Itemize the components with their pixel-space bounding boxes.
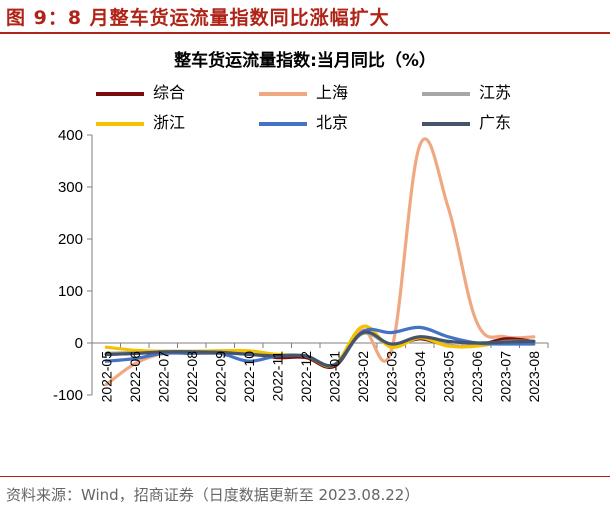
legend-label-beijing: 北京	[316, 113, 349, 132]
y-tick-label: 0	[75, 335, 83, 352]
footer-divider	[0, 476, 610, 477]
x-tick-label: 2023-02	[355, 351, 371, 403]
x-tick-label: 2022-10	[241, 351, 257, 403]
x-tick-label: 2023-03	[383, 351, 399, 403]
legend-swatch-beijing	[259, 122, 307, 126]
legend-swatch-shanghai	[259, 92, 307, 96]
y-tick-label: -100	[53, 387, 83, 404]
x-tick-label: 2023-05	[440, 351, 456, 403]
x-tick-label: 2022-07	[155, 351, 171, 403]
legend-swatch-guangdong	[422, 122, 470, 126]
x-tick-label: 2023-04	[412, 351, 428, 403]
x-tick-label: 2022-05	[98, 351, 114, 403]
series-line-5	[104, 330, 536, 368]
legend-label-jiangsu: 江苏	[479, 83, 512, 102]
x-tick-label: 2022-08	[184, 351, 200, 403]
figure-title: 图 9：8 月整车货运流量指数同比涨幅扩大	[6, 7, 390, 29]
x-tick-label: 2023-01	[326, 351, 342, 403]
y-tick-label: 200	[58, 231, 83, 248]
x-tick-label: 2022-12	[298, 351, 314, 403]
legend-label-shanghai: 上海	[316, 83, 349, 102]
x-tick-label: 2022-11	[269, 351, 285, 402]
x-tick-label: 2023-06	[469, 351, 485, 403]
figure-header: 图 9：8 月整车货运流量指数同比涨幅扩大	[0, 0, 610, 34]
chart-title: 整车货运流量指数:当月同比（%）	[174, 51, 436, 71]
source-note: 资料来源：Wind，招商证券（日度数据更新至 2023.08.22）	[6, 486, 420, 504]
x-tick-label: 2022-09	[212, 351, 228, 403]
legend-swatch-jiangsu	[422, 92, 470, 96]
legend-swatch-zhejiang	[96, 122, 144, 126]
legend-label-zonghe: 综合	[153, 83, 186, 102]
y-tick-label: 400	[58, 127, 83, 144]
legend-label-guangdong: 广东	[479, 113, 512, 132]
legend-swatch-zonghe	[96, 92, 144, 96]
x-tick-label: 2022-06	[127, 351, 143, 403]
y-tick-label: 100	[58, 283, 83, 300]
x-tick-label: 2023-08	[526, 351, 542, 403]
y-tick-label: 300	[58, 179, 83, 196]
x-tick-label: 2023-07	[497, 351, 513, 403]
legend-label-zhejiang: 浙江	[153, 113, 186, 132]
